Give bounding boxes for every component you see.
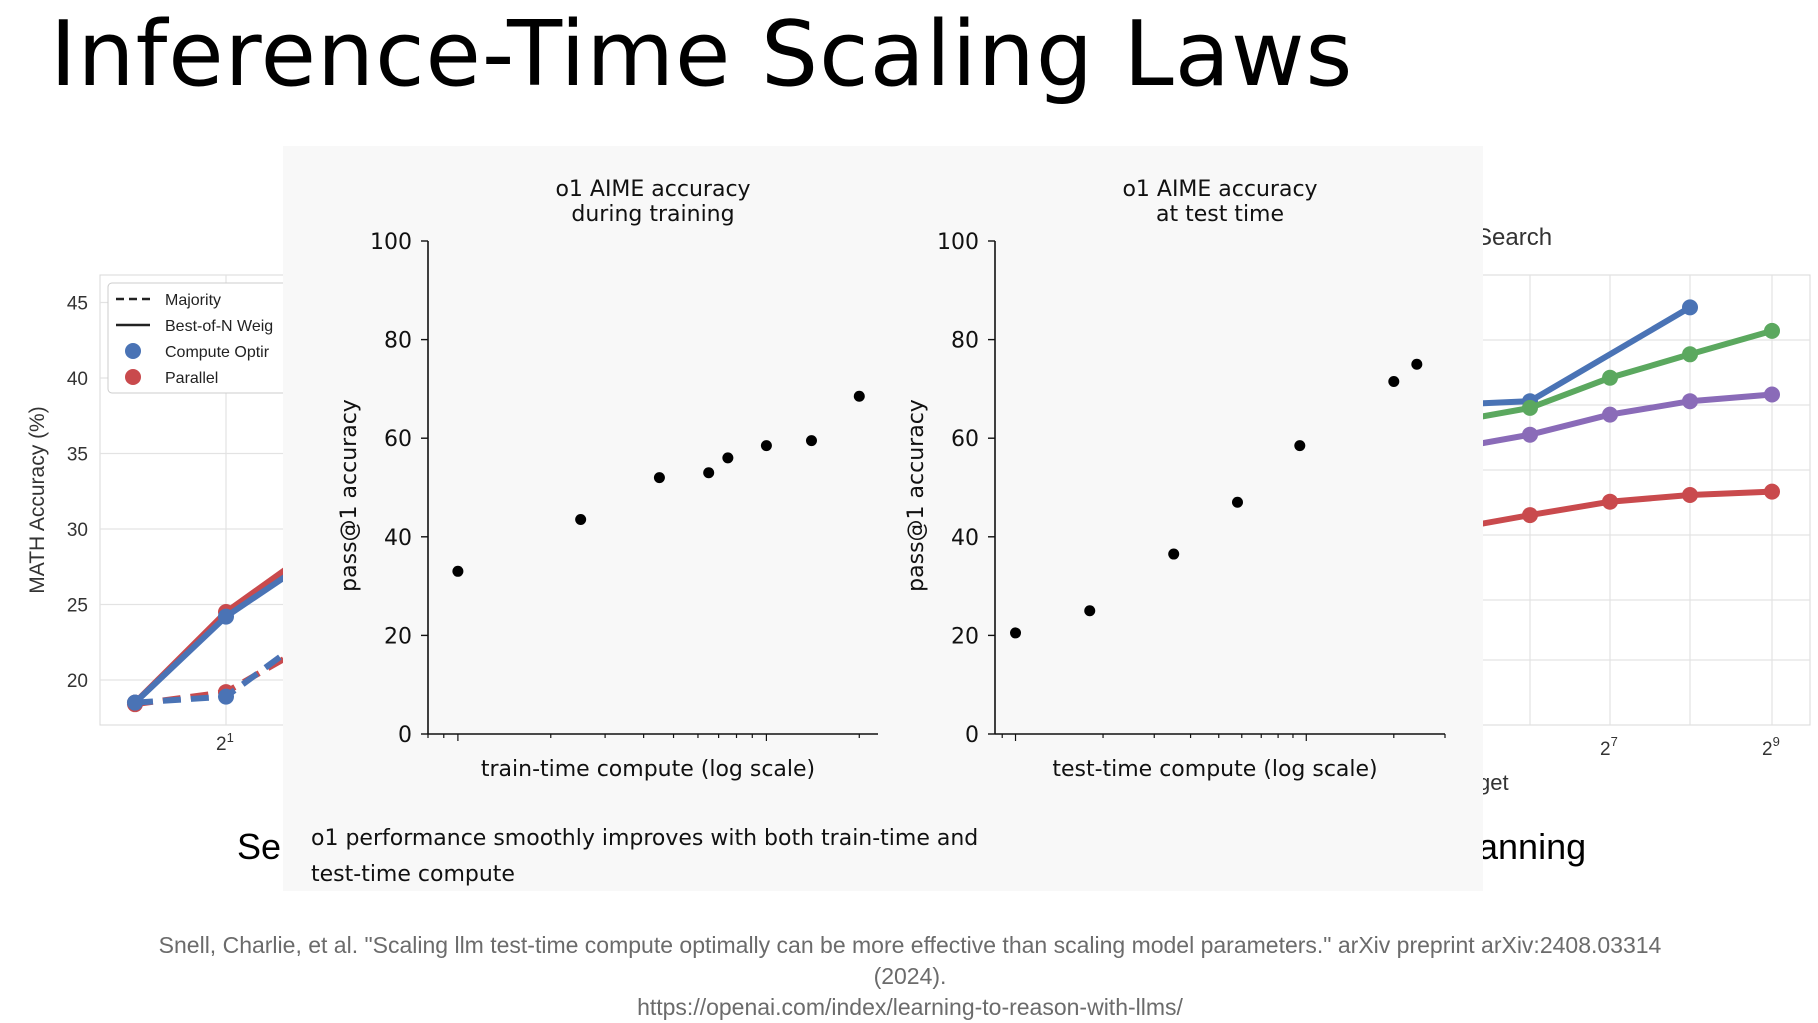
chart-title: at test time	[1156, 202, 1284, 227]
data-point	[760, 440, 772, 452]
x-axis-label: train-time compute (log scale)	[481, 757, 815, 782]
data-point	[1168, 548, 1180, 560]
y-axis-label: MATH Accuracy (%)	[26, 406, 49, 593]
y-tick-label: 60	[951, 427, 979, 452]
x-tick-label: 27	[1600, 734, 1618, 760]
y-tick-label: 25	[67, 596, 88, 617]
y-tick-label: 40	[384, 526, 412, 551]
series-marker	[218, 688, 234, 705]
y-tick-label: 80	[384, 329, 412, 354]
y-tick-label: 35	[67, 445, 88, 466]
y-tick-label: 45	[67, 294, 88, 315]
data-point	[805, 435, 817, 447]
data-point	[1411, 358, 1423, 370]
data-point	[703, 467, 715, 479]
data-point	[1294, 440, 1306, 452]
series-marker	[1682, 346, 1698, 363]
data-point	[575, 514, 587, 526]
series-marker	[1522, 507, 1538, 524]
series-marker	[1522, 399, 1538, 416]
data-point	[452, 565, 464, 577]
y-tick-label: 100	[370, 230, 412, 255]
chart-title-fragment: Search	[1476, 224, 1552, 251]
series-marker	[1764, 322, 1780, 339]
series-marker	[1764, 386, 1780, 403]
y-tick-label: 20	[67, 671, 88, 692]
series-marker	[1522, 426, 1538, 443]
legend-label: Parallel	[165, 370, 218, 387]
data-point	[722, 452, 734, 464]
legend-swatch	[125, 369, 141, 385]
series-marker	[1602, 406, 1618, 423]
legend-swatch	[125, 343, 141, 359]
data-point	[853, 390, 865, 402]
series-marker	[1682, 299, 1698, 316]
legend-label: Majority	[165, 292, 221, 309]
chart-title: o1 AIME accuracy	[1122, 177, 1317, 202]
legend: Majority Best-of-N Weig Compute Optir Paral…	[107, 282, 299, 394]
y-tick-label: 0	[965, 723, 979, 748]
series-marker	[218, 608, 234, 625]
left-caption-fragment: Se	[237, 826, 282, 867]
series-marker	[1764, 483, 1780, 500]
o1-overlay-panel: 0 20 40 60 80 100 o1 AIME accuracy during train…	[283, 146, 1483, 891]
x-tick-label: 29	[1762, 734, 1780, 760]
y-axis-label: pass@1 accuracy	[337, 399, 362, 592]
y-tick-label: 100	[937, 230, 979, 255]
data-point	[1084, 605, 1096, 617]
series-marker	[1602, 493, 1618, 510]
citation-line-1: Snell, Charlie, et al. "Scaling llm test…	[158, 932, 1662, 958]
chart-title: o1 AIME accuracy	[555, 177, 750, 202]
legend-label: Compute Optir	[165, 344, 270, 361]
y-tick-label: 30	[67, 520, 88, 541]
data-point	[653, 472, 665, 484]
y-tick-label: 80	[951, 329, 979, 354]
citation: Snell, Charlie, et al. "Scaling llm test…	[80, 930, 1740, 1023]
legend-label: Best-of-N Weig	[165, 318, 273, 335]
x-axis-label: test-time compute (log scale)	[1052, 757, 1377, 782]
y-tick-label: 60	[384, 427, 412, 452]
y-tick-label: 0	[398, 723, 412, 748]
series-marker	[1602, 369, 1618, 386]
y-tick-label: 40	[951, 526, 979, 551]
y-axis-label: pass@1 accuracy	[904, 399, 929, 592]
citation-url: https://openai.com/index/learning-to-rea…	[637, 994, 1183, 1020]
chart-title: during training	[571, 202, 734, 227]
right-caption-fragment: anning	[1478, 826, 1587, 867]
data-point	[1388, 376, 1400, 388]
y-tick-label: 40	[67, 369, 88, 390]
x-tick-label: 21	[216, 730, 234, 755]
x-axis-label-fragment: get	[1478, 770, 1509, 795]
slide-title: Inference-Time Scaling Laws	[50, 2, 1354, 107]
citation-line-2: (2024).	[873, 963, 947, 989]
series-marker	[1682, 487, 1698, 503]
series-marker	[127, 694, 143, 711]
y-tick-label: 20	[951, 624, 979, 649]
data-point	[1231, 496, 1243, 508]
series-marker	[1682, 393, 1698, 410]
left-background-chart: 20 25 30 35 40 45 21 MATH Accuracy (%) Majority B…	[26, 274, 302, 755]
overlay-caption: o1 performance smoothly improves with bo…	[311, 826, 979, 887]
right-background-chart: Search get 27 29	[1379, 224, 1811, 795]
y-tick-label: 20	[384, 624, 412, 649]
data-point	[1010, 627, 1022, 639]
